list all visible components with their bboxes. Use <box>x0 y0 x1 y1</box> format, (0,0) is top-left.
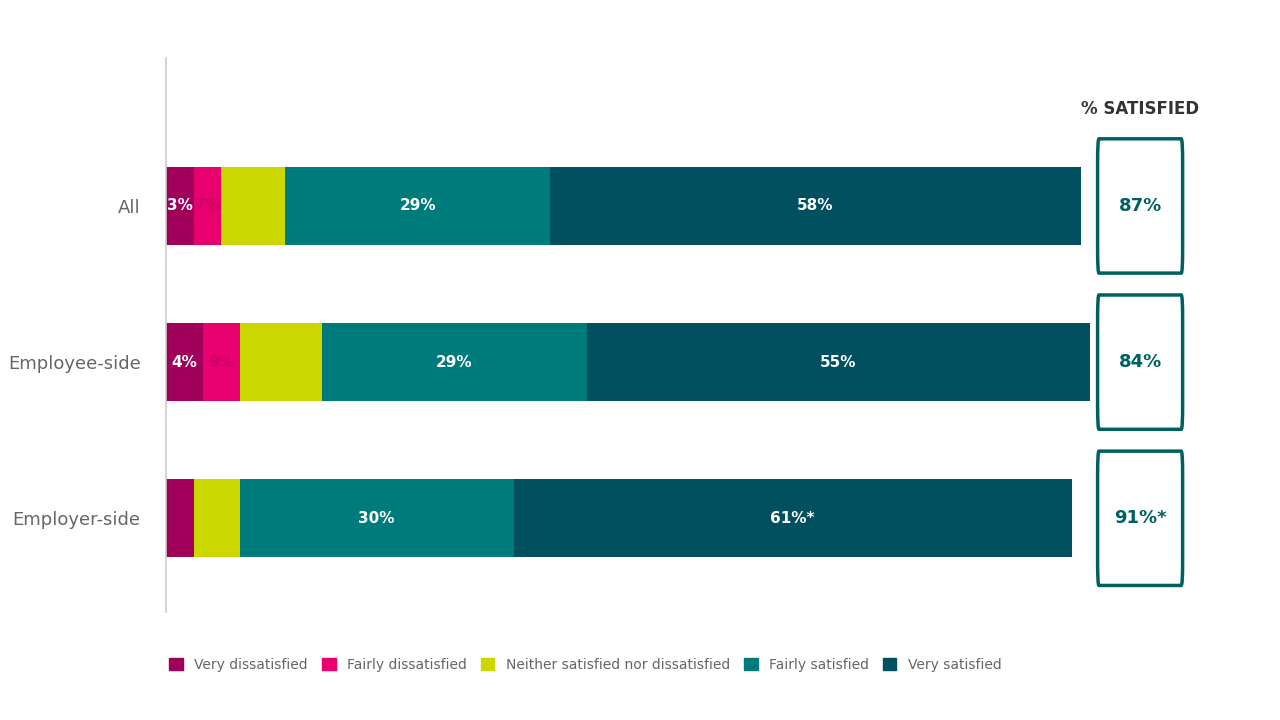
Text: % SATISFIED: % SATISFIED <box>1082 100 1199 118</box>
Bar <box>193 480 239 557</box>
Bar <box>550 167 1080 245</box>
FancyBboxPatch shape <box>1098 295 1183 429</box>
Text: 4%: 4% <box>172 355 197 369</box>
Bar <box>204 323 239 401</box>
Bar <box>239 323 321 401</box>
Bar <box>321 323 588 401</box>
Bar <box>166 480 193 557</box>
Text: 29%: 29% <box>436 355 472 369</box>
Bar <box>239 480 513 557</box>
Bar <box>193 167 221 245</box>
Text: 7%: 7% <box>195 199 220 213</box>
Text: 91%*: 91%* <box>1114 509 1166 527</box>
Legend: Very dissatisfied, Fairly dissatisfied, Neither satisfied nor dissatisfied, Fair: Very dissatisfied, Fairly dissatisfied, … <box>164 652 1007 677</box>
Text: 29%: 29% <box>399 199 436 213</box>
Text: 30%: 30% <box>358 510 396 526</box>
Text: 3%: 3% <box>168 199 193 213</box>
Bar <box>166 323 204 401</box>
Text: 9%: 9% <box>209 355 234 369</box>
Text: 61%*: 61%* <box>771 510 815 526</box>
Text: 87%: 87% <box>1119 197 1162 215</box>
Text: 58%: 58% <box>797 199 833 213</box>
Bar <box>285 167 550 245</box>
FancyBboxPatch shape <box>1098 139 1183 273</box>
Bar <box>588 323 1089 401</box>
Text: 55%: 55% <box>820 355 856 369</box>
Bar <box>221 167 285 245</box>
FancyBboxPatch shape <box>1098 451 1183 585</box>
Bar <box>513 480 1071 557</box>
Text: 84%: 84% <box>1119 353 1162 371</box>
Bar <box>166 167 193 245</box>
